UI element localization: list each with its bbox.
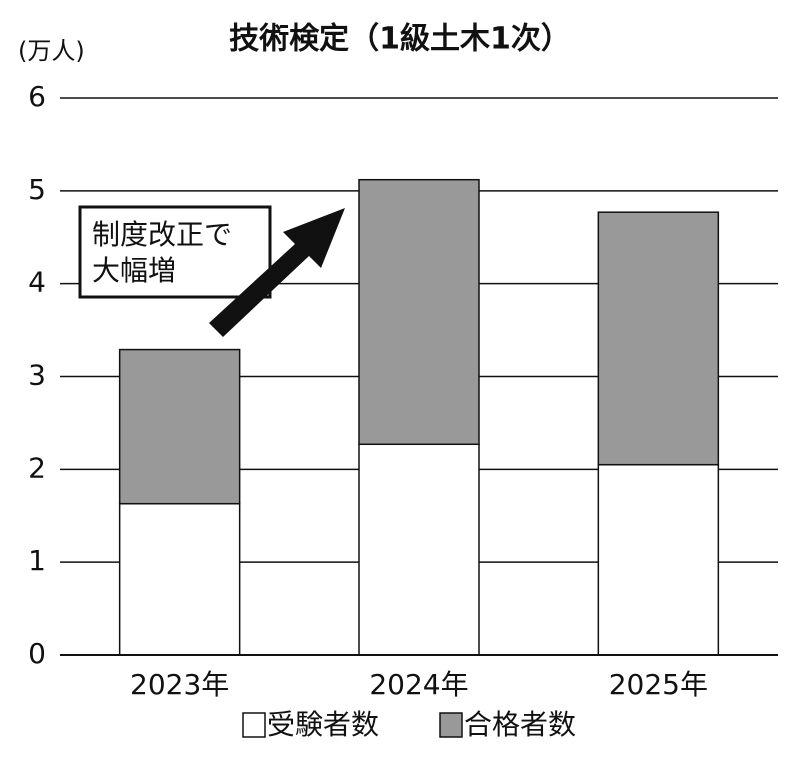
bar-segment (358, 443, 480, 656)
legend-swatch (242, 712, 266, 738)
annotation: 制度改正で 大幅増 (78, 205, 345, 337)
annotation-arrow (209, 208, 345, 337)
x-tick-label: 2024年 (369, 668, 468, 701)
bar-segment (358, 178, 480, 446)
bar-segment (597, 463, 720, 656)
y-tick-label: 0 (28, 637, 46, 670)
bar-segment (118, 348, 241, 505)
y-axis-label: (万人) (18, 37, 85, 65)
legend-label: 受験者数 (267, 708, 379, 741)
legend-swatch (439, 712, 463, 738)
x-tick-label: 2025年 (609, 668, 708, 701)
bar-segment (118, 502, 241, 656)
y-tick-label: 5 (28, 173, 46, 206)
legend: 受験者数 合格者数 (242, 708, 576, 741)
y-tick-label: 4 (28, 266, 46, 299)
annotation-line: 制度改正で (92, 218, 232, 251)
chart-title: 技術検定（1級土木1次） (229, 22, 571, 57)
y-tick-label: 6 (28, 80, 46, 113)
legend-label: 合格者数 (464, 708, 576, 741)
y-tick-label: 3 (28, 359, 46, 392)
y-tick-label: 1 (28, 544, 46, 577)
annotation-box (78, 205, 272, 299)
y-tick-label: 2 (28, 451, 46, 484)
annotation-line: 大幅増 (92, 254, 176, 287)
bar-segment (597, 211, 720, 466)
x-tick-label: 2023年 (130, 668, 229, 701)
